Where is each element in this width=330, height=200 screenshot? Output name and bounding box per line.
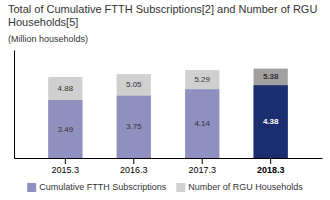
title-line: Total of Cumulative FTTH Subscriptions[2… [8,3,317,15]
data-label: 5.29 [194,75,210,84]
x-tick: 2015.3 [52,158,80,175]
bar [185,89,219,158]
y-axis-label: (Million households) [8,34,88,44]
x-tick-label: 2018.3 [257,165,285,175]
x-tick-mark [133,158,134,164]
legend-swatch [176,183,185,192]
legend-item: Number of RGU Households [176,182,303,192]
title: Total of Cumulative FTTH Subscriptions[2… [8,3,317,28]
data-labels: 3.49 3.75 4.14 4.38 4.88 5.05 5.29 5.38 [58,72,279,133]
x-tick-mark [270,158,271,164]
y-axis-line [14,51,15,159]
x-tick: 2018.3 [257,158,285,175]
x-axis-line [15,158,323,159]
legend-label: Number of RGU Households [188,182,303,192]
bar [117,74,151,158]
bar [254,69,288,158]
bar [185,70,219,158]
x-tick-mark [65,158,66,164]
bar [48,100,82,158]
bar [254,85,288,158]
data-label: 4.88 [58,84,74,93]
x-tick-label: 2016.3 [120,165,148,175]
legend: Cumulative FTTH Subscriptions Number of R… [27,182,303,192]
x-tick-mark [202,158,203,164]
bars [48,69,288,158]
legend-swatch [27,183,36,192]
data-label: 4.38 [263,117,279,126]
data-label: 3.75 [126,122,142,131]
bar [48,77,82,158]
bar [117,96,151,158]
x-axis: 2015.3 2016.3 2017.3 2018.3 [15,158,323,175]
x-tick: 2017.3 [188,158,216,175]
data-label: 5.05 [126,80,142,89]
data-label: 5.38 [263,72,279,81]
title-line: Households[5] [8,16,78,28]
data-label: 3.49 [58,125,74,134]
x-tick: 2016.3 [120,158,148,175]
chart: Total of Cumulative FTTH Subscriptions[2… [0,0,330,200]
x-tick-label: 2017.3 [188,165,216,175]
legend-label: Cumulative FTTH Subscriptions [39,182,167,192]
data-label: 4.14 [194,119,210,128]
y-axis [14,51,15,159]
legend-item: Cumulative FTTH Subscriptions [27,182,167,192]
x-tick-label: 2015.3 [52,165,80,175]
